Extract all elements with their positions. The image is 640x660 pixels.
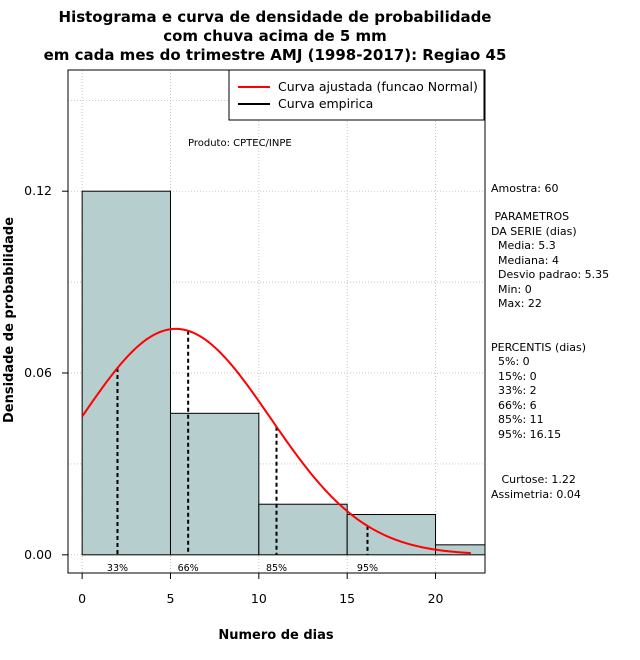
- x-tick-label: 10: [251, 591, 267, 606]
- y-tick-label: 0.00: [24, 547, 52, 562]
- normal-fit-curve: [81, 327, 471, 555]
- percentis-values: 5%: 0 15%: 0 33%: 2 66%: 6 85%: 11 95%: …: [497, 355, 562, 441]
- percentile-label: 33%: [107, 563, 128, 574]
- y-tick-label: 0.06: [24, 365, 52, 380]
- params-title: PARAMETROS DA SERIE (dias): [491, 210, 577, 238]
- legend: Curva ajustada (funcao Normal) Curva emp…: [228, 69, 485, 121]
- title-line-1: Histograma e curva de densidade de proba…: [59, 8, 492, 26]
- assimetria-text: Assimetria: 0.04: [491, 488, 581, 501]
- histogram-bar: [258, 503, 348, 556]
- x-axis-label: Numero de dias: [218, 628, 334, 643]
- percentile-label: 85%: [266, 563, 287, 574]
- x-tick-label: 5: [167, 591, 175, 606]
- title-line-2: com chuva acima de 5 mm: [163, 27, 387, 45]
- product-label: Produto: CPTEC/INPE: [188, 138, 292, 149]
- amostra-text: Amostra: 60: [491, 182, 559, 195]
- histogram-bar: [81, 190, 171, 556]
- y-tick-label: 0.12: [24, 183, 52, 198]
- x-tick-label: 0: [78, 591, 86, 606]
- percentile-markers: 33% 66% 85% 95%: [107, 330, 378, 574]
- x-tick-label: 20: [428, 591, 444, 606]
- curtose-text: Curtose: 1.22: [491, 473, 576, 486]
- percentile-label: 95%: [357, 563, 378, 574]
- legend-label-empirical: Curva empirica: [278, 96, 373, 111]
- histogram-bar: [169, 412, 260, 556]
- params-values: Media: 5.3 Mediana: 4 Desvio padrao: 5.3…: [497, 239, 610, 310]
- percentis-title: PERCENTIS (dias): [491, 341, 587, 354]
- histogram-bars: [81, 190, 486, 556]
- x-tick-label: 15: [339, 591, 355, 606]
- x-axis: 0 5 10 15 20: [78, 572, 444, 606]
- percentile-label: 66%: [178, 563, 199, 574]
- legend-box: [228, 69, 485, 121]
- y-axis-label: Densidade de probabilidade: [2, 217, 17, 423]
- legend-label-fit: Curva ajustada (funcao Normal): [278, 79, 478, 94]
- chart-title: Histograma e curva de densidade de proba…: [44, 8, 507, 64]
- title-line-3: em cada mes do trimestre AMJ (1998-2017)…: [44, 46, 507, 64]
- y-axis: 0.00 0.06 0.12: [24, 183, 69, 562]
